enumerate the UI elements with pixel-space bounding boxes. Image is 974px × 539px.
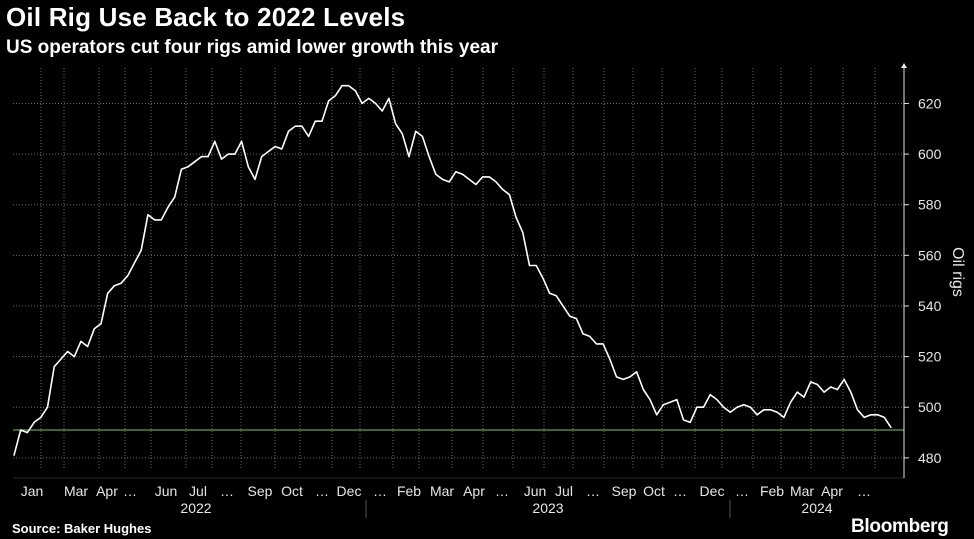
chart-subtitle: US operators cut four rigs amid lower gr… [6, 37, 498, 58]
x-tick-label: Feb [397, 483, 421, 499]
x-tick-label: Jun [155, 483, 178, 499]
y-tick-label: 480 [918, 450, 942, 466]
x-tick-label: Dec [700, 483, 725, 499]
x-tick-ellipsis: … [495, 483, 509, 499]
x-year-label: 2023 [532, 500, 563, 516]
y-tick-label: 600 [918, 146, 942, 162]
x-year-label: 2022 [180, 500, 211, 516]
x-tick-label: Sep [612, 483, 637, 499]
x-tick-label: Jun [524, 483, 547, 499]
x-tick-ellipsis: … [220, 483, 234, 499]
x-year-label: 2024 [801, 500, 832, 516]
y-axis-arrow [901, 63, 907, 68]
x-tick-ellipsis: … [673, 483, 687, 499]
x-tick-label: Jul [189, 483, 207, 499]
y-tick-label: 560 [918, 247, 942, 263]
series-group [13, 84, 892, 456]
x-tick-ellipsis: … [373, 483, 387, 499]
x-tick-ellipsis: … [586, 483, 600, 499]
y-tick-label: 520 [918, 349, 942, 365]
x-tick-ellipsis: … [123, 483, 137, 499]
x-tick-label: Oct [281, 483, 303, 499]
x-tick-label: Jul [555, 483, 573, 499]
axes: 480 500 520 540 560 580 600 620 Jan Mar Apr Jun Jul S… [13, 63, 942, 518]
x-tick-ellipsis: … [315, 483, 329, 499]
x-tick-label: Feb [760, 483, 784, 499]
source-note: Source: Baker Hughes [12, 521, 152, 536]
x-tick-ellipsis: … [735, 483, 749, 499]
chart-title: Oil Rig Use Back to 2022 Levels [6, 2, 406, 32]
x-tick-label: Mar [790, 483, 814, 499]
x-tick-label: Mar [64, 483, 88, 499]
x-tick-label: Apr [821, 483, 843, 499]
x-tick-label: Apr [463, 483, 485, 499]
y-axis-title: Oil rigs [949, 247, 966, 297]
y-tick-label: 580 [918, 197, 942, 213]
x-tick-label: Dec [337, 483, 362, 499]
x-tick-label: Sep [248, 483, 273, 499]
x-tick-label: Oct [643, 483, 665, 499]
x-tick-label: Jan [21, 483, 44, 499]
gridlines [13, 68, 904, 468]
y-tick-label: 620 [918, 95, 942, 111]
x-tick-ellipsis: … [857, 483, 871, 499]
y-tick-label: 540 [918, 298, 942, 314]
x-tick-label: Apr [96, 483, 118, 499]
x-tick-label: Mar [430, 483, 454, 499]
bloomberg-logo: Bloomberg [851, 516, 949, 537]
y-tick-label: 500 [918, 399, 942, 415]
series-line [13, 84, 892, 456]
